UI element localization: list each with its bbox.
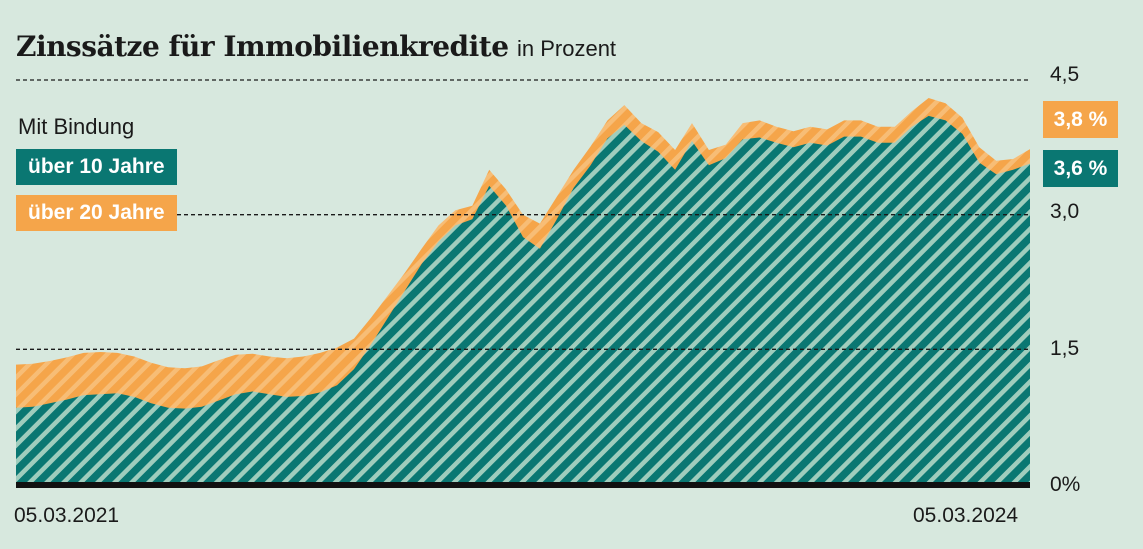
legend-item-10-jahre: über 10 Jahre [16,149,177,185]
y-tick-3-0: 3,0 [1050,200,1080,223]
legend-item-20-jahre: über 20 Jahre [16,195,177,231]
x-label-start: 05.03.2021 [14,504,120,527]
chart-title: Zinssätze für Immobilienkredite in Proze… [16,30,616,63]
x-axis-baseline [16,482,1030,488]
y-tick-1-5: 1,5 [1050,337,1080,360]
title-main: Zinssätze für Immobilienkredite [16,30,509,63]
y-tick-0: 0% [1050,473,1081,496]
y-tick-4-5: 4,5 [1050,63,1080,86]
end-value-20-jahre: 3,8 % [1043,101,1118,138]
area-10-jahre [16,115,1030,485]
legend-heading: Mit Bindung [18,114,135,139]
title-unit: in Prozent [516,36,617,61]
end-value-10-jahre: 3,6 % [1043,150,1118,187]
x-label-end: 05.03.2024 [913,504,1019,527]
